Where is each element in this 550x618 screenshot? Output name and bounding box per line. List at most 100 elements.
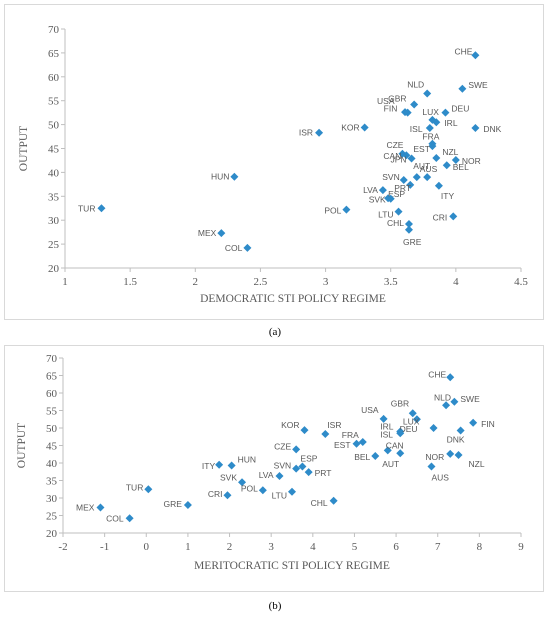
data-point-svk	[238, 478, 247, 487]
x-tick-label: 4	[310, 541, 316, 553]
data-point-che	[446, 373, 455, 382]
x-tick-label: 6	[393, 541, 399, 553]
point-label-svk: SVK	[220, 472, 237, 482]
data-point-can	[402, 151, 411, 160]
point-label-mex: MEX	[198, 228, 217, 238]
y-axis-title-b: OUTPUT	[16, 423, 28, 468]
point-label-bel: BEL	[453, 162, 469, 172]
data-point-est	[428, 142, 437, 151]
data-point-nld	[442, 401, 451, 410]
point-label-gbr: GBR	[391, 398, 409, 408]
y-tick-label: 35	[46, 476, 58, 488]
data-point-hun	[230, 172, 239, 181]
point-label-col: COL	[106, 513, 124, 523]
data-point-kor	[360, 123, 369, 132]
data-point-swe	[450, 397, 459, 406]
chart-panel-a: 20 25 30 35 40 45 50 55 60 65 70 1 1.5 2 2.5 3 3.5 4 4.5 DE…	[4, 4, 544, 320]
y-tick-label: 40	[46, 458, 58, 470]
point-label-pol: POL	[324, 206, 341, 216]
x-axis-title-b: MERITOCRATIC STI POLICY REGIME	[194, 560, 390, 572]
data-point-ltu	[288, 487, 296, 496]
data-point-bel	[442, 161, 451, 170]
point-label-gbr: GBR	[388, 94, 406, 104]
point-label-pol: POL	[241, 483, 258, 493]
x-tick-label: 2	[227, 541, 233, 553]
data-point-nor	[451, 155, 460, 164]
x-tick-label: 2	[193, 276, 199, 288]
point-label-nor: NOR	[462, 156, 481, 166]
y-axis-title-a: OUTPUT	[18, 126, 30, 171]
scatter-chart-a: 20 25 30 35 40 45 50 55 60 65 70 1 1.5 2 2.5 3 3.5 4 4.5 DE…	[18, 24, 528, 305]
y-tick-label: 20	[48, 263, 60, 275]
data-point-can	[383, 446, 392, 455]
y-tick-label: 55	[46, 406, 58, 418]
point-label-usa: USA	[377, 96, 395, 106]
data-point-irl	[432, 118, 441, 127]
data-point-cri	[223, 491, 232, 500]
data-point-bel	[371, 452, 380, 460]
point-label-swe: SWE	[460, 394, 480, 404]
data-point-tur	[97, 204, 106, 213]
point-label-col: COL	[225, 243, 243, 253]
point-label-cze: CZE	[274, 441, 291, 451]
point-label-nld: NLD	[434, 392, 451, 402]
caption-b: (b)	[268, 600, 282, 612]
data-point-usa	[401, 108, 410, 117]
x-tick-label: 9	[518, 541, 524, 553]
y-tick-label: 65	[46, 371, 58, 383]
point-label-svn: SVN	[382, 172, 399, 182]
y-tick-label: 60	[48, 72, 60, 84]
point-label-ltu: LTU	[272, 491, 287, 501]
data-point-dnk	[456, 426, 465, 435]
y-tick-label: 50	[48, 120, 60, 132]
x-tick-label: 5	[352, 541, 358, 553]
data-point-deu	[441, 108, 450, 117]
y-tick-label: 60	[46, 388, 58, 400]
point-label-est: EST	[334, 440, 351, 450]
point-label-cri: CRI	[433, 212, 448, 222]
data-point-svk	[386, 194, 395, 203]
x-tick-label: 8	[477, 541, 483, 553]
data-point-fra	[358, 438, 367, 446]
y-tick-label: 45	[46, 441, 58, 453]
point-label-isr: ISR	[299, 128, 313, 138]
data-point-kor	[300, 426, 309, 435]
y-tick-label: 20	[46, 528, 58, 540]
data-point-ity	[215, 460, 224, 469]
point-label-isr: ISR	[327, 420, 341, 430]
data-point-nor	[446, 449, 455, 458]
data-point-cze	[292, 445, 301, 454]
data-point-prt	[304, 468, 313, 477]
point-label-aus: AUS	[420, 164, 438, 174]
point-label-isl: ISL	[410, 124, 423, 134]
point-label-che: CHE	[454, 46, 472, 56]
data-point-lva	[275, 471, 284, 480]
point-label-chl: CHL	[311, 498, 328, 508]
data-point-lva	[378, 186, 387, 195]
point-label-est: EST	[413, 144, 430, 154]
data-point-aut	[396, 449, 405, 458]
point-label-fin: FIN	[481, 419, 495, 429]
data-point-col	[125, 514, 134, 523]
point-label-dnk: DNK	[483, 124, 501, 134]
data-point-svn	[399, 176, 408, 185]
data-point-nld	[423, 89, 432, 98]
point-label-fin: FIN	[384, 104, 398, 114]
point-label-nzl: NZL	[469, 459, 485, 469]
data-point-col	[243, 243, 252, 252]
x-tick-label: -1	[100, 541, 109, 553]
point-label-cri: CRI	[208, 489, 223, 499]
data-point-gre	[183, 501, 192, 509]
data-point-isl	[396, 429, 405, 438]
point-label-can: CAN	[386, 440, 404, 450]
x-tick-label: 1.5	[123, 276, 137, 288]
y-tick-label: 55	[48, 96, 60, 108]
data-point-isr	[315, 128, 324, 137]
data-point-hun	[227, 461, 236, 470]
y-tick-label: 25	[46, 511, 58, 523]
data-point-nzl	[454, 450, 463, 459]
point-label-swe: SWE	[468, 80, 488, 90]
data-point-chl	[404, 220, 413, 229]
point-label-che: CHE	[428, 369, 446, 379]
point-label-cze: CZE	[386, 140, 403, 150]
